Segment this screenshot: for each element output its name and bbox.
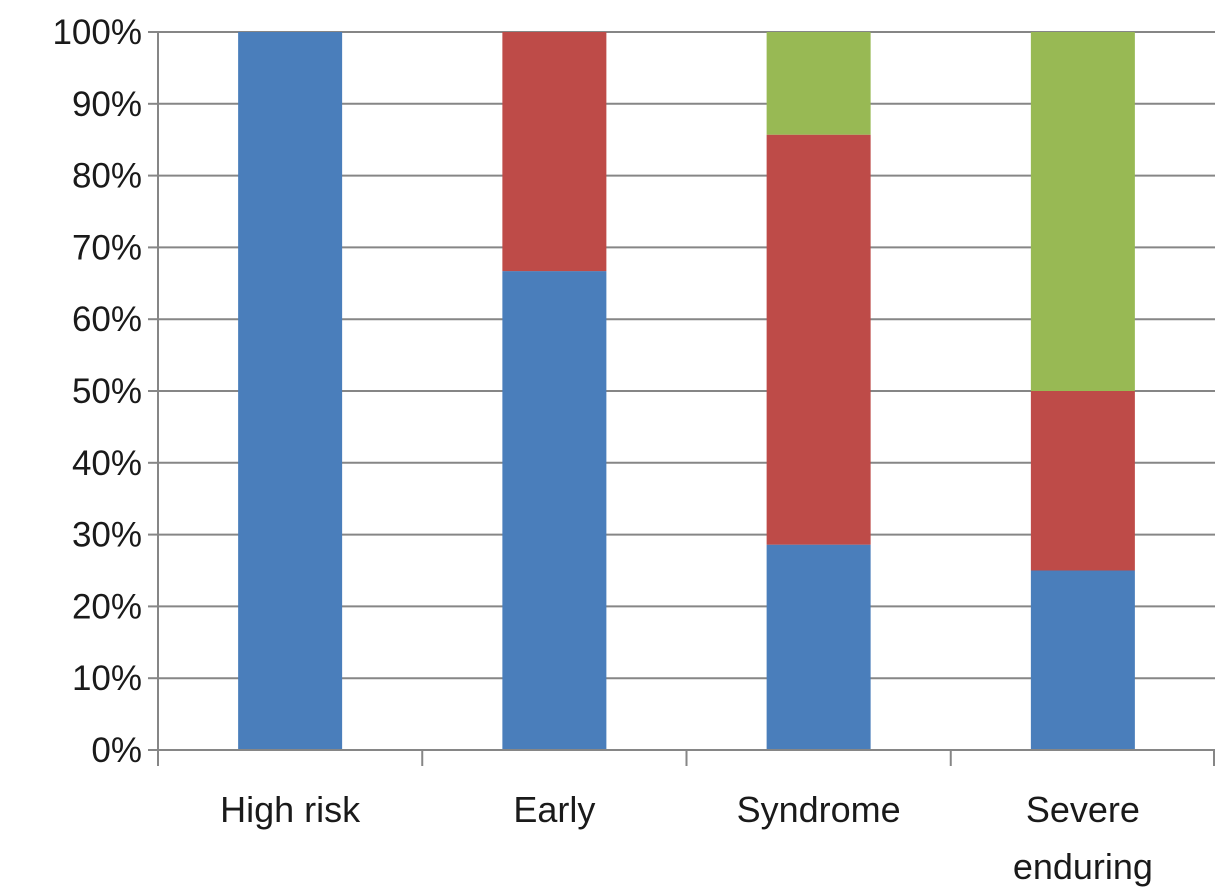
axes [148, 31, 1215, 766]
y-tick-label: 80% [72, 157, 142, 196]
x-tick-label: Severe [1026, 789, 1140, 830]
x-tick-labels: High risk Early Syndrome Severe enduring [220, 789, 1153, 887]
bar-segment [502, 271, 607, 750]
bar-segment [766, 32, 871, 135]
bar-segment [766, 544, 871, 750]
y-tick-label: 60% [72, 300, 142, 339]
y-tick-label: 40% [72, 444, 142, 483]
y-tick-label: 90% [72, 85, 142, 124]
y-tick-label: 0% [91, 731, 142, 770]
bar-segment [766, 134, 871, 545]
y-tick-label: 70% [72, 228, 142, 267]
bars [238, 32, 1135, 750]
bar-segment [1030, 32, 1135, 391]
x-tick-label: High risk [220, 789, 361, 830]
x-tick-label: Early [513, 789, 595, 830]
bar-segment [1030, 570, 1135, 750]
y-tick-label: 10% [72, 659, 142, 698]
y-tick-label: 20% [72, 587, 142, 626]
y-tick-labels: 0% 10% 20% 30% 40% 50% 60% 70% 80% 90% 100% [52, 13, 142, 770]
y-tick-label: 100% [52, 13, 142, 52]
x-tick-label: enduring [1013, 846, 1153, 887]
y-tick-label: 50% [72, 372, 142, 411]
bar-segment [238, 32, 343, 750]
y-tick-label: 30% [72, 516, 142, 555]
bar-segment [502, 32, 607, 272]
bar-segment [1030, 391, 1135, 571]
x-tick-label: Syndrome [737, 789, 901, 830]
